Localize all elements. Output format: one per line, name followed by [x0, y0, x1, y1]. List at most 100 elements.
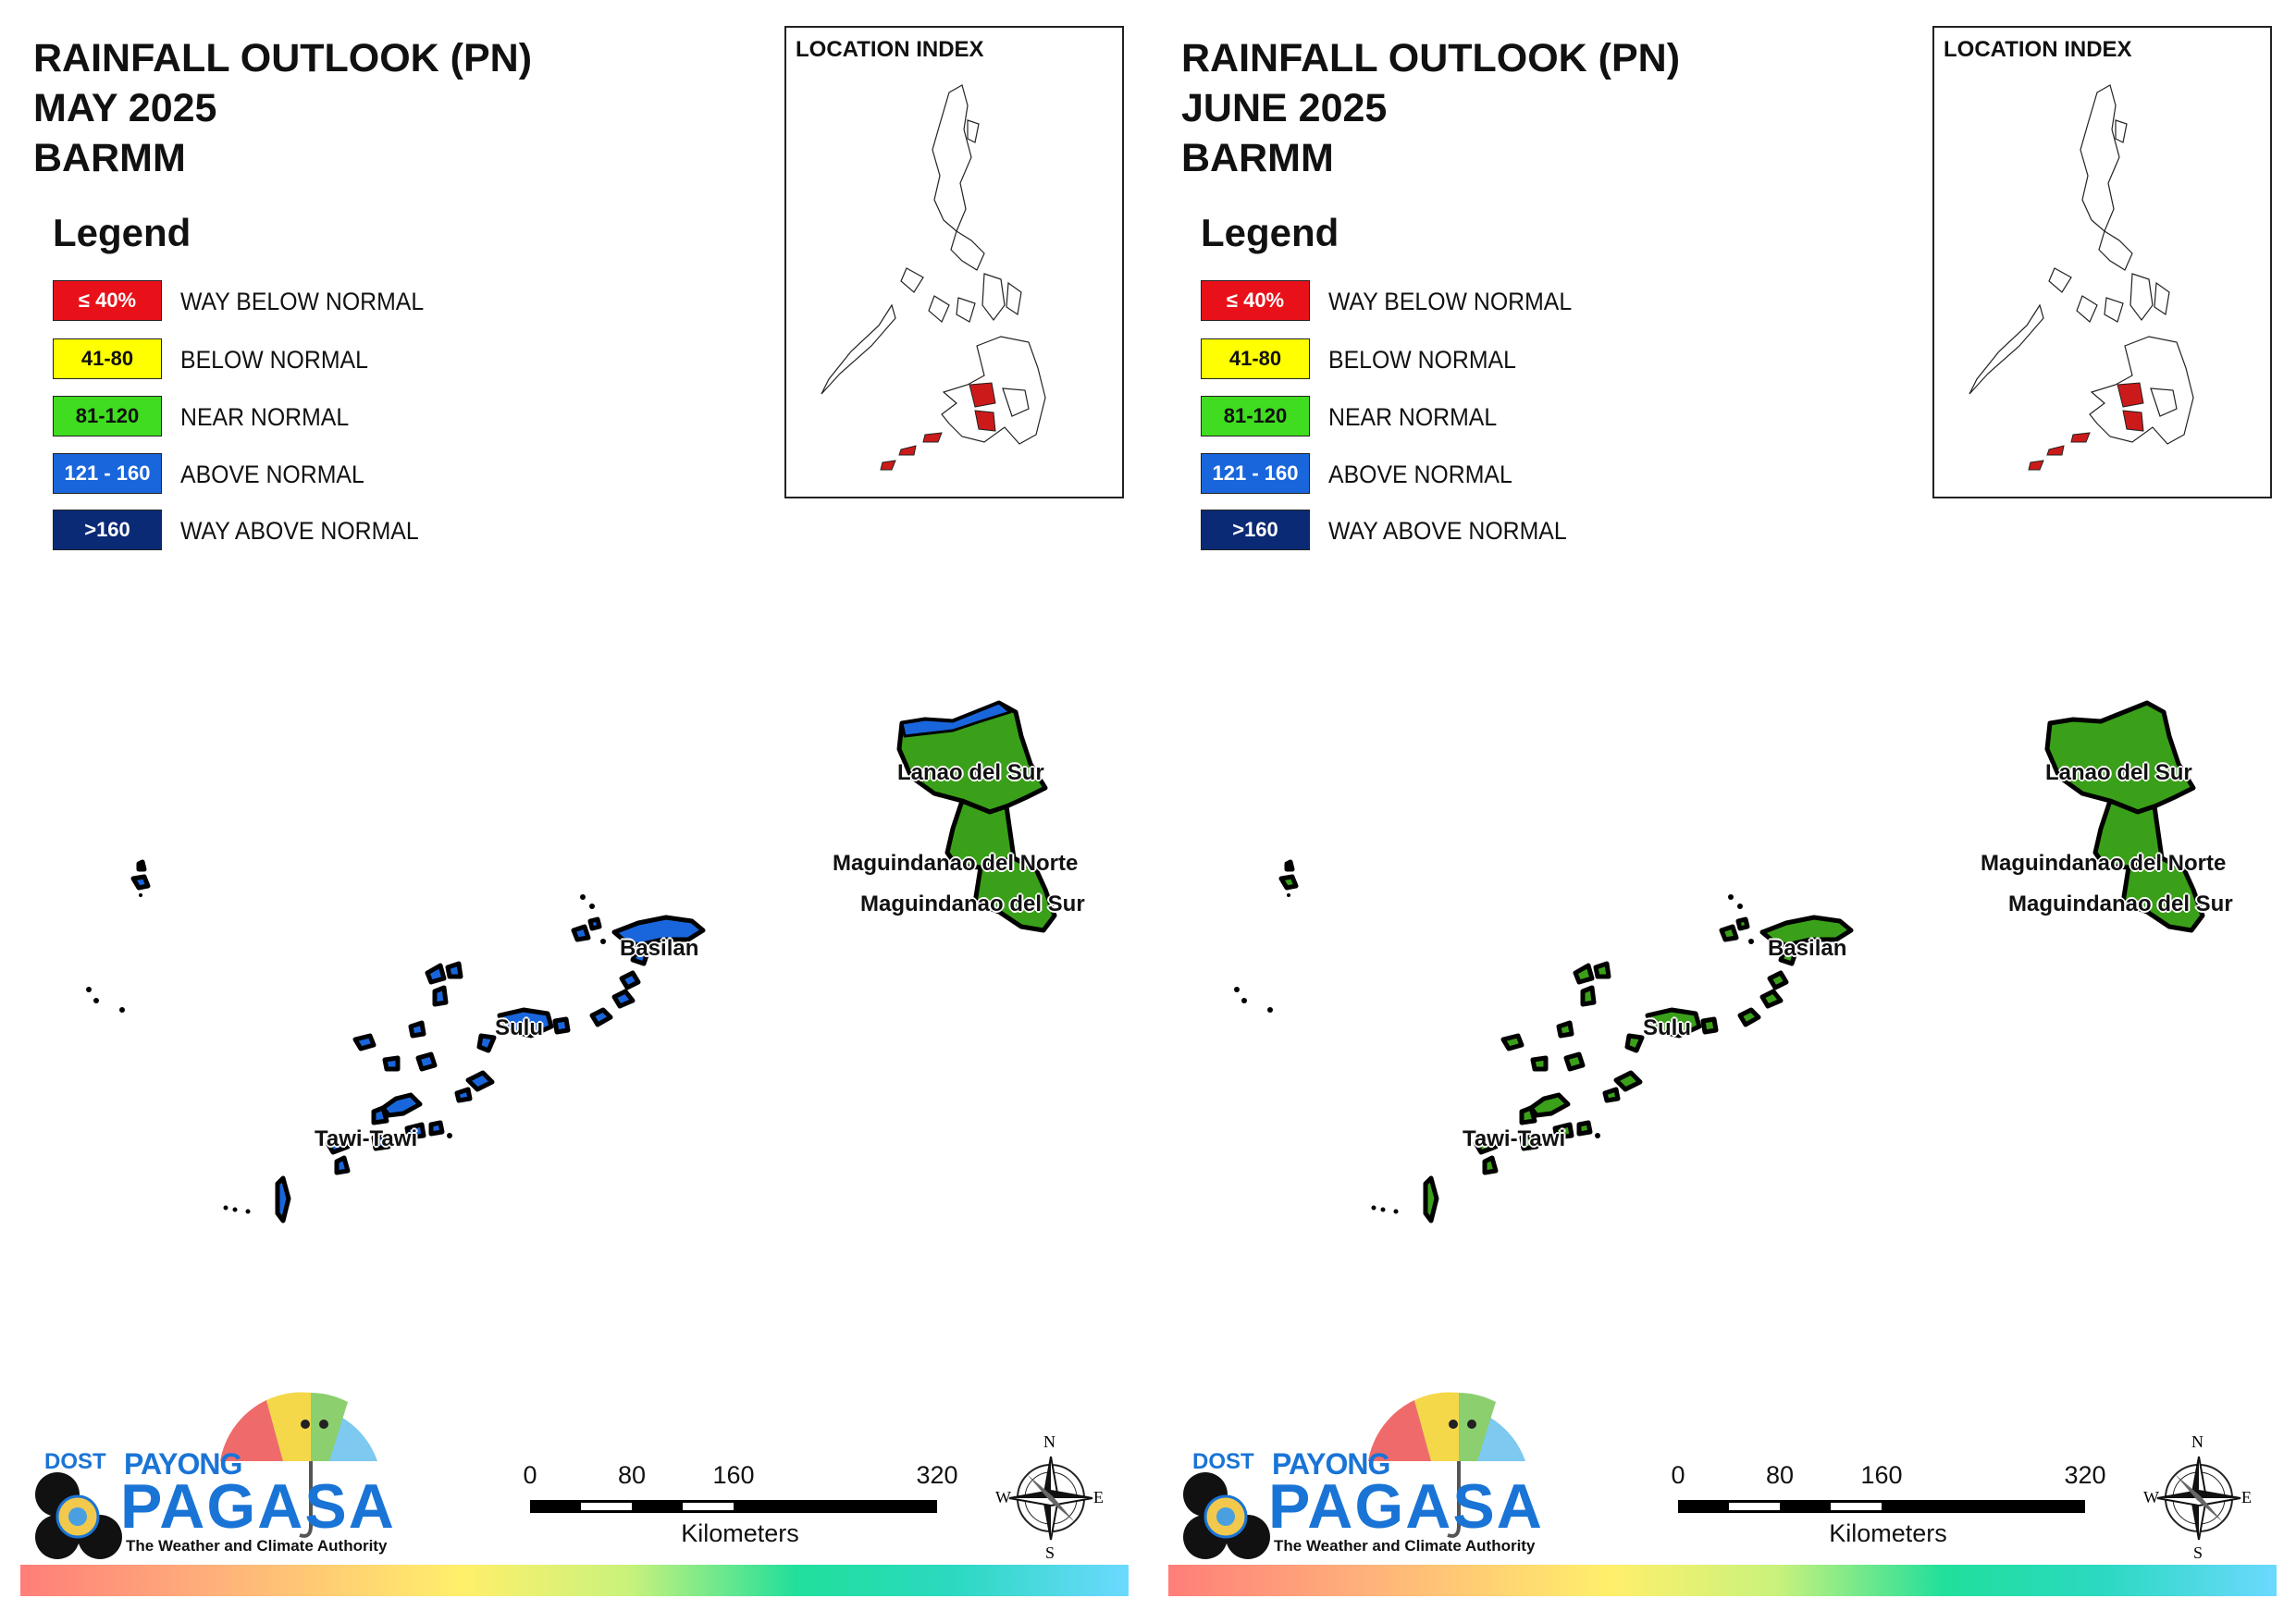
scale-tick: 0 [523, 1461, 537, 1489]
province-maguindanao-del-sur [2120, 855, 2205, 933]
map-title: RAINFALL OUTLOOK (PN) JUNE 2025 BARMM [1181, 33, 1680, 183]
umbrella-icon [220, 1392, 377, 1538]
location-index-title: LOCATION INDEX [796, 37, 984, 62]
title-line-2: JUNE 2025 [1181, 86, 1388, 130]
legend-item-near-normal: 81-120 NEAR NORMAL [1201, 396, 1663, 436]
scale-tick: 0 [1671, 1461, 1685, 1489]
logo-tagline: The Weather and Climate Authority [1274, 1537, 1536, 1555]
legend-swatch: ≤ 40% [1201, 280, 1310, 321]
location-index-title: LOCATION INDEX [1944, 37, 2132, 62]
label-tawi-tawi: Tawi-Tawi [315, 1126, 418, 1151]
label-maguindanao-del-norte: Maguindanao del Norte [1981, 851, 2227, 876]
legend-swatch: 121 - 160 [53, 453, 162, 494]
title-line-1: RAINFALL OUTLOOK (PN) [33, 36, 533, 80]
scale-unit: Kilometers [1829, 1519, 1947, 1547]
legend-item-way-below-normal: ≤ 40% WAY BELOW NORMAL [53, 280, 515, 321]
sulu-archipelago-islands [1278, 859, 1854, 1223]
label-maguindanao-del-norte: Maguindanao del Norte [833, 851, 1079, 876]
legend-item-near-normal: 81-120 NEAR NORMAL [53, 396, 515, 436]
north-arrow: N E S W [995, 1432, 1106, 1562]
legend-swatch: 81-120 [53, 396, 162, 436]
scale-tick: 320 [2064, 1461, 2106, 1489]
sulu-archipelago-islands [130, 859, 706, 1223]
legend-label: NEAR NORMAL [1328, 403, 1498, 431]
philippines-outline [821, 84, 1046, 471]
compass-s: S [2193, 1543, 2203, 1562]
location-index-map: LOCATION INDEX [1932, 26, 2272, 498]
legend-label: WAY BELOW NORMAL [180, 288, 425, 315]
legend-label: NEAR NORMAL [180, 403, 350, 431]
logo-dost-text: DOST [1192, 1449, 1254, 1474]
scale-tick: 320 [916, 1461, 958, 1489]
legend-item-way-below-normal: ≤ 40% WAY BELOW NORMAL [1201, 280, 1663, 321]
legend-swatch: >160 [53, 510, 162, 550]
legend-label: WAY BELOW NORMAL [1328, 288, 1573, 315]
scale-bar: 0 80 160 320 Kilometers [518, 1461, 962, 1554]
logo-tagline: The Weather and Climate Authority [126, 1537, 388, 1555]
logo-pagasa-text: PAGASA [1268, 1471, 1544, 1542]
small-islets [86, 893, 606, 1214]
legend-swatch: 81-120 [1201, 396, 1310, 436]
label-tawi-tawi: Tawi-Tawi [1463, 1126, 1566, 1151]
legend-title: Legend [1201, 211, 1339, 254]
legend-item-way-above-normal: >160 WAY ABOVE NORMAL [1201, 510, 1663, 550]
title-line-2: MAY 2025 [33, 86, 217, 130]
legend-item-above-normal: 121 - 160 ABOVE NORMAL [53, 453, 515, 494]
outlook-panel-may: RAINFALL OUTLOOK (PN) MAY 2025 BARMM Leg… [20, 26, 1129, 1596]
footer-gradient-bar [1168, 1565, 2277, 1596]
legend-swatch: 121 - 160 [1201, 453, 1310, 494]
barmm-map [86, 700, 1057, 1223]
title-line-3: BARMM [33, 136, 186, 180]
location-index-map: LOCATION INDEX [784, 26, 1124, 498]
compass-n: N [2191, 1432, 2203, 1451]
title-line-1: RAINFALL OUTLOOK (PN) [1181, 36, 1681, 80]
legend-swatch: >160 [1201, 510, 1310, 550]
payong-pagasa-logo: DOST PAYONG PAGASA The Weather and Clima… [1181, 1387, 1551, 1563]
compass-e: E [1093, 1488, 1104, 1506]
logo-payong-text: PAYONG [124, 1447, 242, 1481]
logo-payong-text: PAYONG [1272, 1447, 1390, 1481]
label-basilan: Basilan [620, 936, 699, 961]
scale-bar: 0 80 160 320 Kilometers [1666, 1461, 2110, 1554]
label-maguindanao-del-sur: Maguindanao del Sur [2008, 891, 2233, 916]
legend-title: Legend [53, 211, 191, 254]
outlook-panel-june: RAINFALL OUTLOOK (PN) JUNE 2025 BARMM Le… [1148, 0, 2296, 1623]
logo-pagasa-text: PAGASA [120, 1471, 396, 1542]
legend-swatch: 41-80 [53, 338, 162, 379]
legend-label: WAY ABOVE NORMAL [1328, 517, 1567, 545]
title-line-3: BARMM [1181, 136, 1334, 180]
legend-swatch: ≤ 40% [53, 280, 162, 321]
legend-label: BELOW NORMAL [1328, 346, 1516, 374]
legend-label: ABOVE NORMAL [1328, 461, 1512, 488]
lanao-above-normal-strip [900, 701, 1012, 738]
compass-n: N [1043, 1432, 1055, 1451]
map-title: RAINFALL OUTLOOK (PN) MAY 2025 BARMM [33, 33, 532, 183]
logo-dost-text: DOST [44, 1449, 106, 1474]
compass-rose-icon [2156, 1456, 2241, 1541]
scale-tick: 160 [1860, 1461, 1903, 1489]
legend-item-way-above-normal: >160 WAY ABOVE NORMAL [53, 510, 515, 550]
province-maguindanao-del-sur [972, 855, 1057, 933]
small-islets [1234, 893, 1754, 1214]
barmm-map [1234, 700, 2205, 1223]
label-lanao-del-sur: Lanao del Sur [2045, 760, 2192, 785]
payong-pagasa-logo: DOST PAYONG PAGASA The Weather and Clima… [33, 1387, 403, 1563]
compass-w: W [2143, 1488, 2159, 1506]
province-lanao-del-sur [2044, 700, 2196, 815]
north-arrow: N E S W [2143, 1432, 2254, 1562]
legend-label: WAY ABOVE NORMAL [180, 517, 419, 545]
label-maguindanao-del-sur: Maguindanao del Sur [860, 891, 1085, 916]
compass-rose-icon [1008, 1456, 1093, 1541]
legend-swatch: 41-80 [1201, 338, 1310, 379]
legend-item-below-normal: 41-80 BELOW NORMAL [1201, 338, 1663, 379]
scale-tick: 160 [712, 1461, 755, 1489]
umbrella-icon [1368, 1392, 1525, 1538]
legend-label: ABOVE NORMAL [180, 461, 364, 488]
philippines-outline [1969, 84, 2194, 471]
label-sulu: Sulu [495, 1015, 543, 1040]
scale-bar-graphic [1678, 1500, 2085, 1513]
scale-unit: Kilometers [681, 1519, 799, 1547]
compass-e: E [2241, 1488, 2252, 1506]
compass-w: W [995, 1488, 1011, 1506]
compass-s: S [1045, 1543, 1055, 1562]
